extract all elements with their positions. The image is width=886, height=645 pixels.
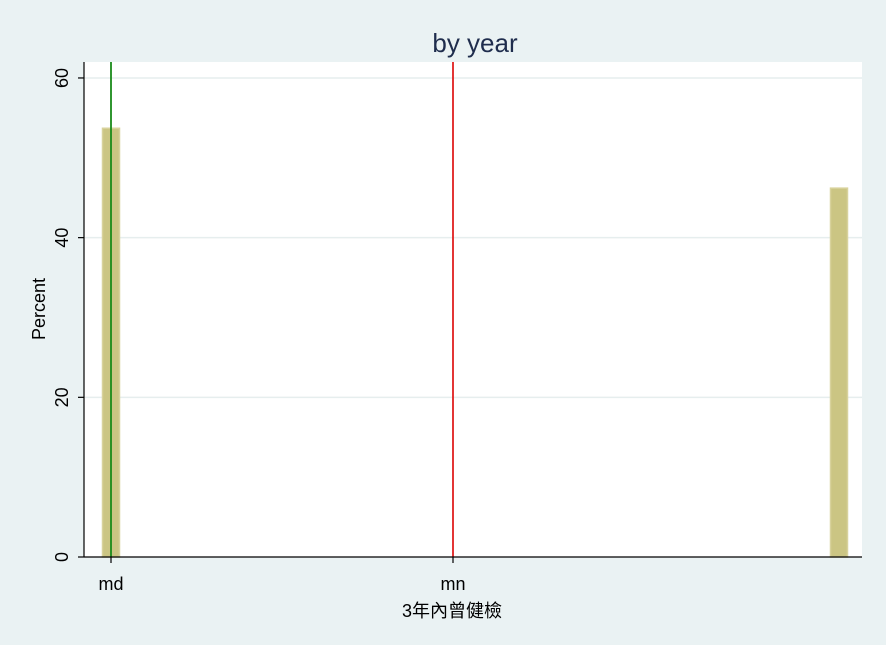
y-tick-label-60: 60 xyxy=(52,68,72,88)
y-axis-title: Percent xyxy=(29,278,49,340)
bar-unlabeled xyxy=(829,187,849,558)
y-tick-label-20: 20 xyxy=(52,387,72,407)
y-tick-labels: 0 20 40 60 xyxy=(52,68,72,562)
x-tick-label-mn: mn xyxy=(440,574,465,594)
reference-lines xyxy=(110,62,454,557)
gridlines xyxy=(84,77,862,399)
axes xyxy=(78,62,862,563)
chart-title: by year xyxy=(432,28,518,58)
y-tick-label-40: 40 xyxy=(52,228,72,248)
x-tick-label-md: md xyxy=(98,574,123,594)
y-tick-label-0: 0 xyxy=(52,552,72,562)
plot-area xyxy=(84,62,862,557)
x-axis-title: 3年內曾健檢 xyxy=(402,601,502,621)
x-tick-labels: md mn xyxy=(98,574,465,594)
